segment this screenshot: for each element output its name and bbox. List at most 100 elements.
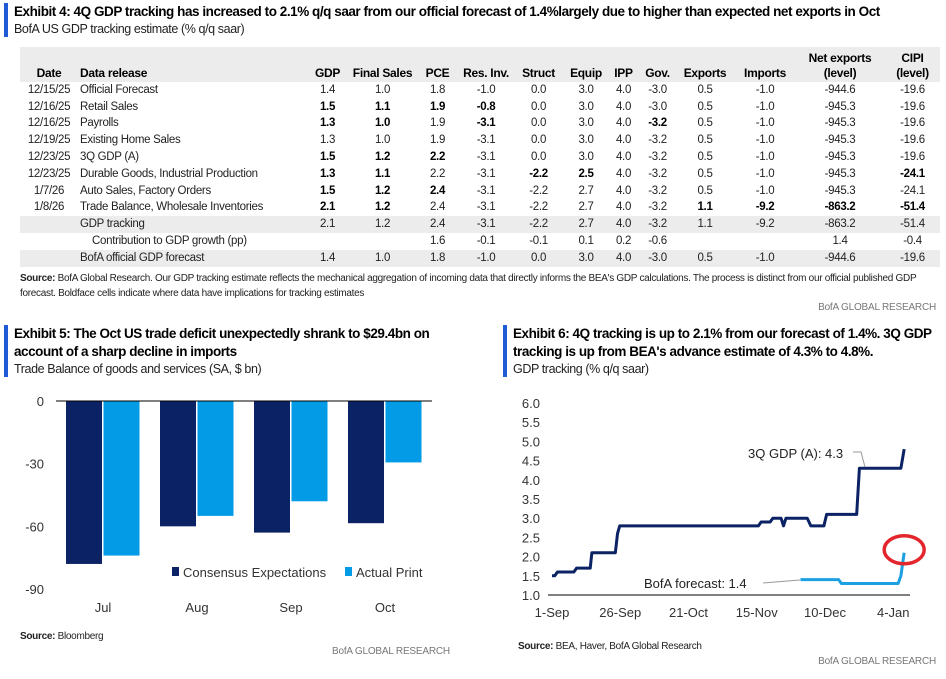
exhibit6-subtitle: GDP tracking (% q/q saar) [513, 362, 649, 376]
value-cell: -19.6 [900, 151, 925, 164]
value-cell: -3.0 [640, 249, 675, 267]
value-cell: -945.3 [824, 167, 856, 180]
value-cell: -3.2 [648, 151, 667, 164]
bar-actual-print [197, 401, 234, 516]
value-cell: 1.2 [374, 184, 391, 197]
value-cell: 1.6 [429, 235, 446, 248]
date-cell: 12/16/25 [27, 117, 71, 130]
x-tick-label: 4-Jan [877, 605, 910, 620]
value-cell: -0.4 [903, 235, 922, 248]
value-cell: -9.2 [735, 216, 795, 234]
x-tick-label: 1-Sep [535, 605, 570, 620]
release-cell: GDP tracking [78, 216, 305, 234]
bar-consensus-expectations [254, 401, 290, 533]
table-row: 12/19/25 Existing Home Sales 1.3 1.0 1.9 -3.1… [20, 132, 940, 149]
y-tick-label: 3.5 [522, 492, 540, 507]
gdp-tracking-table: Date Data release GDP Final Sales PCE Res. In… [20, 47, 940, 267]
column-header: IPP [607, 47, 640, 82]
exhibit5-header: Exhibit 5: The Oct US trade deficit unex… [4, 325, 464, 377]
value-cell: -3.1 [476, 201, 496, 214]
bar-actual-print [103, 401, 140, 556]
release-cell: Existing Home Sales [80, 134, 181, 147]
column-header: Struct [512, 47, 565, 82]
value-cell: -945.3 [824, 117, 856, 130]
value-cell: 1.5 [319, 100, 336, 113]
value-cell: 3.0 [578, 100, 594, 113]
legend-label: Consensus Expectations [183, 565, 327, 580]
value-cell: 1.1 [374, 167, 391, 180]
x-tick-label: Aug [185, 600, 208, 615]
value-cell: 1.4 [319, 83, 336, 96]
column-header: Net exports (level) [795, 47, 885, 82]
exhibit6-brand: BofA GLOBAL RESEARCH [818, 656, 936, 667]
bar-consensus-expectations [66, 401, 102, 564]
exhibit5-title: Exhibit 5: The Oct US trade deficit unex… [14, 326, 430, 359]
release-cell: Auto Sales, Factory Orders [80, 184, 211, 197]
exhibit5-subtitle: Trade Balance of goods and services (SA,… [14, 362, 262, 376]
release-cell: Durable Goods, Industrial Production [80, 167, 258, 180]
y-tick-label: 6.0 [522, 396, 540, 411]
value-cell: 4.0 [615, 184, 632, 197]
column-header: GDP [305, 47, 350, 82]
legend-swatch [172, 567, 179, 576]
value-cell: 1.4 [832, 235, 848, 248]
table-row: 12/16/25 Payrolls 1.3 1.0 1.9 -3.1 0.0 3.0 4.0 -3… [20, 116, 940, 133]
date-cell: 1/7/26 [33, 184, 65, 197]
x-tick-label: 26-Sep [599, 605, 641, 620]
value-cell: 3.0 [578, 134, 594, 147]
value-cell: -1.0 [755, 83, 775, 96]
date-cell: 12/23/25 [27, 167, 71, 180]
value-cell: -0.1 [476, 235, 496, 248]
value-cell: -944.6 [824, 83, 856, 96]
value-cell [305, 233, 350, 250]
column-header: Final Sales [350, 47, 415, 82]
exhibit6-source: Source: BEA, Haver, BofA Global Research [518, 639, 702, 654]
value-cell: 1.0 [374, 117, 391, 130]
value-cell: -24.1 [900, 167, 925, 180]
y-tick-label: 4.0 [522, 473, 540, 488]
value-cell: 1.0 [350, 249, 415, 267]
value-cell: 4.0 [607, 216, 640, 234]
value-cell: 1.5 [319, 184, 336, 197]
value-cell: 1.4 [305, 249, 350, 267]
y-tick-label: 2.0 [522, 550, 540, 565]
y-tick-label: 1.5 [522, 569, 540, 584]
series-line-3q [552, 448, 906, 578]
value-cell: 2.7 [578, 201, 594, 214]
value-cell: -945.3 [824, 100, 856, 113]
release-cell: 3Q GDP (A) [80, 151, 139, 164]
y-tick-label: -60 [25, 519, 44, 534]
value-cell [735, 233, 795, 250]
exhibit6-title: Exhibit 6: 4Q tracking is up to 2.1% fro… [513, 326, 932, 359]
value-cell: -1.0 [755, 134, 775, 147]
value-cell: -2.2 [512, 216, 565, 234]
bar-actual-print [291, 401, 328, 502]
value-cell: 2.1 [319, 201, 336, 214]
value-cell: 1.3 [319, 134, 336, 147]
value-cell: 0.5 [697, 117, 713, 130]
value-cell: 4.0 [615, 151, 632, 164]
value-cell: -19.6 [900, 134, 925, 147]
value-cell: -19.6 [885, 249, 940, 267]
value-cell: -9.2 [755, 201, 775, 214]
table-row: 1/7/26 Auto Sales, Factory Orders 1.5 1.2 2.… [20, 183, 940, 200]
column-header: Imports [735, 47, 795, 82]
value-cell: -3.1 [476, 167, 496, 180]
value-cell: -3.1 [460, 216, 512, 234]
x-tick-label: 10-Dec [804, 605, 846, 620]
value-cell: 1.9 [429, 134, 446, 147]
value-cell: -51.4 [900, 201, 925, 214]
value-cell: -3.1 [476, 184, 496, 197]
value-cell: 4.0 [615, 117, 632, 130]
x-tick-label: Sep [279, 600, 302, 615]
table-row: 12/15/25 Official Forecast 1.4 1.0 1.8 -1.0 0.… [20, 82, 940, 99]
exhibit4-subtitle: BofA US GDP tracking estimate (% q/q saa… [14, 22, 245, 36]
value-cell: 0.2 [615, 235, 632, 248]
value-cell: 2.2 [429, 167, 446, 180]
annotation-3q-gdp: 3Q GDP (A): 4.3 [748, 446, 843, 461]
value-cell: 1.8 [429, 83, 446, 96]
value-cell: 4.0 [615, 201, 632, 214]
value-cell: -0.8 [476, 100, 496, 113]
x-tick-label: Oct [375, 600, 396, 615]
value-cell: 3.0 [578, 151, 594, 164]
